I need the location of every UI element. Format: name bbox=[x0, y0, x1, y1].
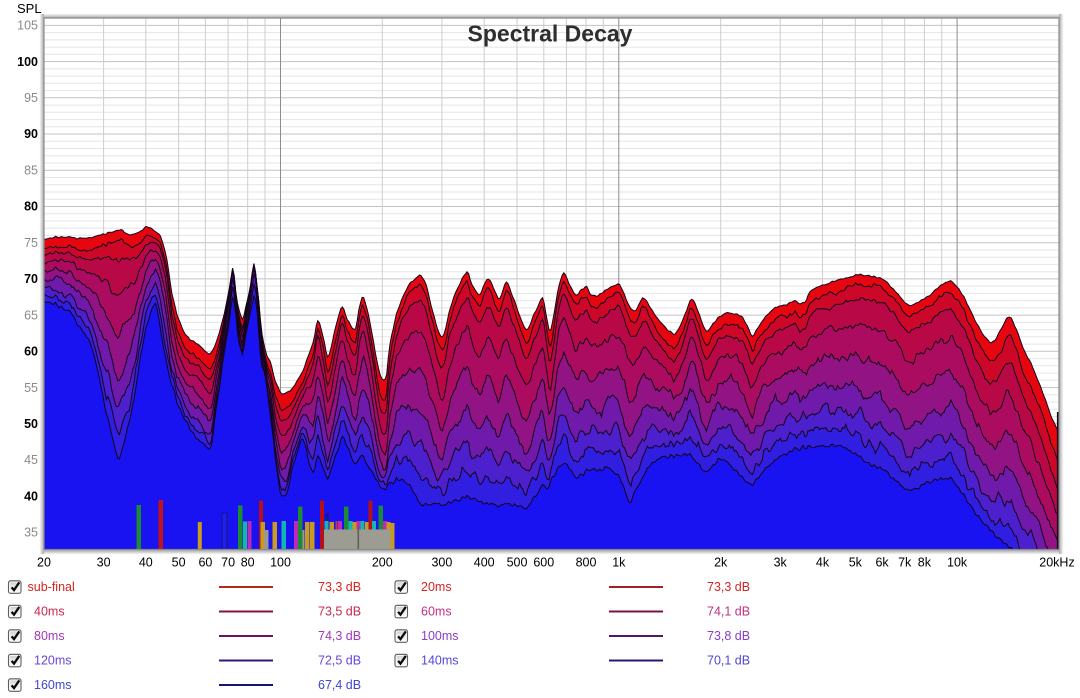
svg-text:74,1 dB: 74,1 dB bbox=[707, 605, 750, 619]
svg-text:7k: 7k bbox=[898, 556, 912, 570]
svg-text:60: 60 bbox=[198, 556, 212, 570]
svg-text:2k: 2k bbox=[714, 556, 728, 570]
svg-text:100ms: 100ms bbox=[421, 629, 459, 643]
svg-text:80: 80 bbox=[24, 200, 38, 214]
svg-text:105: 105 bbox=[17, 19, 38, 33]
svg-text:500: 500 bbox=[507, 556, 528, 570]
svg-text:73,8 dB: 73,8 dB bbox=[707, 629, 750, 643]
svg-text:40: 40 bbox=[24, 489, 38, 503]
svg-text:160ms: 160ms bbox=[34, 678, 72, 692]
svg-text:6k: 6k bbox=[875, 556, 889, 570]
svg-text:73,3 dB: 73,3 dB bbox=[707, 580, 750, 594]
svg-text:300: 300 bbox=[431, 556, 452, 570]
svg-text:80: 80 bbox=[241, 556, 255, 570]
svg-text:1k: 1k bbox=[612, 556, 626, 570]
svg-text:95: 95 bbox=[24, 91, 38, 105]
svg-text:72,5 dB: 72,5 dB bbox=[318, 654, 361, 668]
svg-text:50: 50 bbox=[172, 556, 186, 570]
svg-text:90: 90 bbox=[24, 127, 38, 141]
svg-text:400: 400 bbox=[474, 556, 495, 570]
svg-text:65: 65 bbox=[24, 308, 38, 322]
svg-text:70: 70 bbox=[24, 272, 38, 286]
svg-text:100: 100 bbox=[270, 556, 291, 570]
svg-text:SPL: SPL bbox=[17, 1, 42, 16]
svg-text:60ms: 60ms bbox=[421, 605, 452, 619]
svg-text:5k: 5k bbox=[849, 556, 863, 570]
svg-text:67,4 dB: 67,4 dB bbox=[318, 678, 361, 692]
svg-text:75: 75 bbox=[24, 236, 38, 250]
svg-text:120ms: 120ms bbox=[34, 654, 72, 668]
svg-text:140ms: 140ms bbox=[421, 654, 459, 668]
svg-text:40: 40 bbox=[139, 556, 153, 570]
svg-text:600: 600 bbox=[533, 556, 554, 570]
svg-text:100: 100 bbox=[17, 55, 38, 69]
svg-text:200: 200 bbox=[372, 556, 393, 570]
svg-text:85: 85 bbox=[24, 164, 38, 178]
svg-text:40ms: 40ms bbox=[34, 605, 65, 619]
svg-text:50: 50 bbox=[24, 417, 38, 431]
svg-text:55: 55 bbox=[24, 381, 38, 395]
svg-text:800: 800 bbox=[576, 556, 597, 570]
svg-text:70,1 dB: 70,1 dB bbox=[707, 654, 750, 668]
svg-text:74,3 dB: 74,3 dB bbox=[318, 629, 361, 643]
svg-text:Spectral Decay: Spectral Decay bbox=[468, 21, 633, 47]
svg-text:60: 60 bbox=[24, 345, 38, 359]
svg-text:30: 30 bbox=[97, 556, 111, 570]
svg-text:70: 70 bbox=[221, 556, 235, 570]
svg-text:80ms: 80ms bbox=[34, 629, 65, 643]
svg-text:sub-final: sub-final bbox=[28, 580, 75, 594]
svg-text:8k: 8k bbox=[918, 556, 932, 570]
svg-text:20kHz: 20kHz bbox=[1039, 556, 1074, 570]
svg-text:73,5 dB: 73,5 dB bbox=[318, 605, 361, 619]
svg-text:20: 20 bbox=[37, 556, 51, 570]
svg-text:20ms: 20ms bbox=[421, 580, 452, 594]
svg-text:10k: 10k bbox=[947, 556, 968, 570]
svg-text:73,3 dB: 73,3 dB bbox=[318, 580, 361, 594]
svg-text:35: 35 bbox=[24, 526, 38, 540]
svg-text:3k: 3k bbox=[774, 556, 788, 570]
svg-text:45: 45 bbox=[24, 453, 38, 467]
svg-text:4k: 4k bbox=[816, 556, 830, 570]
